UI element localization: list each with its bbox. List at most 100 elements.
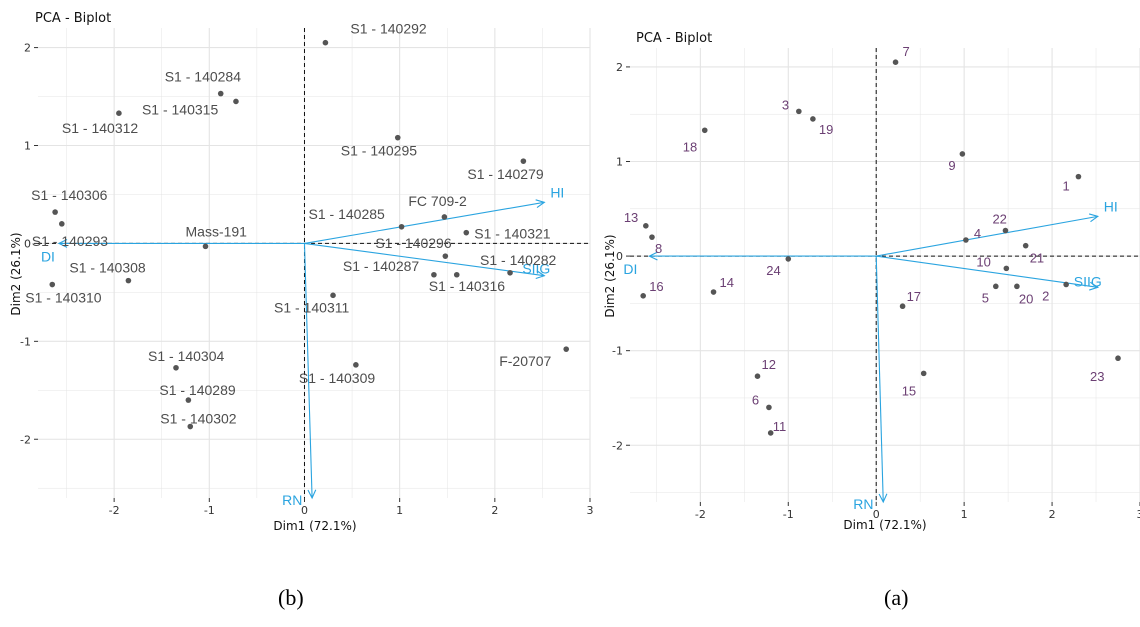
chart-title: PCA - Biplot xyxy=(35,11,111,26)
data-point xyxy=(353,362,359,368)
data-point xyxy=(754,373,761,380)
data-point-label: 21 xyxy=(1030,251,1044,266)
data-point xyxy=(49,281,56,288)
data-point xyxy=(963,237,969,243)
data-point-label: 13 xyxy=(624,210,638,225)
data-point xyxy=(899,303,906,310)
data-point xyxy=(643,223,649,229)
variable-arrow xyxy=(876,215,1098,257)
data-point-label: 1 xyxy=(1062,179,1069,194)
data-point-label: S1 - 140310 xyxy=(25,290,101,306)
data-point-label: 16 xyxy=(649,279,663,294)
data-point xyxy=(892,59,899,65)
y-tick-label: 0 xyxy=(24,237,31,250)
data-point xyxy=(463,229,470,236)
data-point-label: 14 xyxy=(720,275,734,290)
data-point xyxy=(52,209,58,215)
data-point-label: S1 - 140295 xyxy=(341,143,417,159)
data-point-label: 12 xyxy=(762,357,776,372)
x-tick-label: 3 xyxy=(1137,508,1140,521)
data-point xyxy=(453,271,460,278)
data-point xyxy=(233,98,239,105)
y-tick-label: -1 xyxy=(20,335,31,348)
arrow-head xyxy=(535,199,546,208)
y-axis-label: Dim2 (26.1%) xyxy=(9,232,23,315)
variable-arrow xyxy=(303,243,313,499)
arrow-head xyxy=(878,493,888,504)
y-axis-label: Dim2 (26.1%) xyxy=(603,234,617,317)
variable-vectors: HI SIIG DI RN xyxy=(41,184,564,508)
data-point-label: 19 xyxy=(819,122,833,137)
variable-label: SIIG xyxy=(1074,273,1102,289)
data-point-label: 23 xyxy=(1090,369,1104,384)
x-tick-label: -1 xyxy=(204,504,215,517)
data-point-label: S1 - 140285 xyxy=(309,206,385,222)
data-point xyxy=(649,234,655,240)
variable-label: HI xyxy=(550,184,564,200)
data-point xyxy=(920,370,927,377)
data-point-label: S1 - 140304 xyxy=(148,348,224,364)
data-point-label: 8 xyxy=(655,241,662,256)
data-point xyxy=(992,283,999,290)
data-point xyxy=(1003,265,1010,272)
data-point-label: 15 xyxy=(902,383,916,398)
data-point-label: Mass-191 xyxy=(186,223,248,239)
data-point-label: S1 - 140321 xyxy=(474,226,550,242)
data-point xyxy=(322,39,329,46)
y-tick-label: -2 xyxy=(612,439,623,452)
y-tick-label: 2 xyxy=(616,61,623,74)
data-point-label: 3 xyxy=(782,97,789,112)
data-point-label: S1 - 140308 xyxy=(69,260,145,276)
data-point xyxy=(431,271,437,278)
data-point xyxy=(785,256,792,262)
chart-title: PCA - Biplot xyxy=(636,31,712,46)
variable-arrow xyxy=(304,201,545,244)
data-point-label: 10 xyxy=(976,254,990,269)
data-point xyxy=(1022,242,1029,249)
data-point xyxy=(520,158,527,164)
data-point-label: S1 - 140311 xyxy=(274,299,349,315)
panel-caption-a: (a) xyxy=(884,585,909,610)
data-point xyxy=(1002,227,1009,234)
data-point-label: FC 709-2 xyxy=(408,193,467,209)
data-point-label: 5 xyxy=(982,290,989,305)
x-tick-label: 0 xyxy=(301,504,308,517)
data-point xyxy=(810,116,816,122)
data-point-label: S1 - 140315 xyxy=(142,101,218,117)
data-point-label: 9 xyxy=(948,158,955,173)
data-point-label: 6 xyxy=(752,392,759,407)
data-point-label: 4 xyxy=(974,226,981,241)
x-tick-label: 0 xyxy=(873,508,880,521)
data-point xyxy=(710,289,717,295)
data-point-label: F-20707 xyxy=(499,353,551,369)
data-point-label: 24 xyxy=(766,263,780,278)
variable-label: RN xyxy=(853,496,873,512)
variable-label: RN xyxy=(282,492,302,508)
variable-arrow xyxy=(876,255,1098,288)
variable-vectors: HI SIIG DI RN xyxy=(623,198,1117,512)
data-point-label: S1 - 140289 xyxy=(159,382,235,398)
data-point-label: 18 xyxy=(683,139,697,154)
variable-arrow xyxy=(304,242,545,277)
data-point-label: S1 - 140309 xyxy=(299,370,375,386)
y-tick-label: -1 xyxy=(612,345,623,358)
grid xyxy=(630,48,1140,502)
x-axis-label: Dim1 (72.1%) xyxy=(273,519,356,533)
data-point xyxy=(217,90,224,97)
arrow-head xyxy=(535,270,546,280)
arrow-head xyxy=(57,239,68,248)
data-point xyxy=(330,292,336,299)
data-point-label: S1 - 140292 xyxy=(350,21,426,37)
variable-label: DI xyxy=(41,248,55,264)
data-point xyxy=(767,430,774,436)
data-point xyxy=(442,253,449,259)
data-point-label: 17 xyxy=(907,289,921,304)
data-point-label: S1 - 140287 xyxy=(343,258,419,274)
data-point xyxy=(1063,281,1069,288)
arrow-head xyxy=(648,251,658,261)
x-tick-label: 3 xyxy=(587,504,594,517)
x-axis-label: Dim1 (72.1%) xyxy=(843,518,926,532)
data-point-label: S1 - 140316 xyxy=(429,278,505,294)
